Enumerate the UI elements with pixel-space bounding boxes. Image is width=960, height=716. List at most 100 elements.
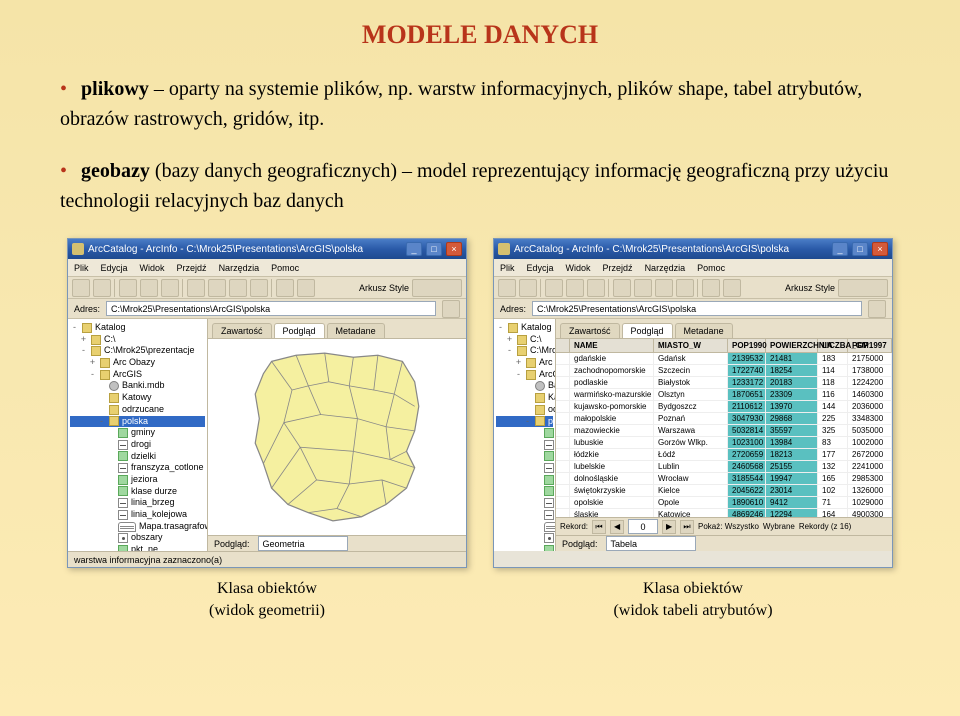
table-header-cell[interactable] bbox=[556, 339, 570, 352]
tool-button[interactable] bbox=[519, 279, 537, 297]
table-row[interactable]: świętokrzyskieKielce20456222301410213260… bbox=[556, 485, 892, 497]
prev-record-button[interactable]: ◀ bbox=[610, 520, 624, 534]
tree-item[interactable]: -ArcGIS bbox=[70, 369, 205, 381]
table-row[interactable]: lubelskieLublin2460568251551322241000 bbox=[556, 461, 892, 473]
address-input[interactable]: C:\Mrok25\Presentations\ArcGIS\polska bbox=[106, 301, 436, 316]
expand-icon[interactable]: + bbox=[505, 334, 514, 346]
last-record-button[interactable]: ⏭ bbox=[680, 520, 694, 534]
table-header-cell[interactable]: POP1990 bbox=[728, 339, 766, 352]
tree-item[interactable]: Banki.mdb bbox=[496, 380, 553, 392]
tree-item[interactable]: klase durze bbox=[496, 486, 553, 498]
table-row[interactable]: zachodnopomorskieSzczecin172274018254114… bbox=[556, 365, 892, 377]
maximize-button[interactable]: □ bbox=[426, 242, 442, 256]
tab-metadata[interactable]: Metadane bbox=[327, 323, 385, 338]
tool-button[interactable] bbox=[587, 279, 605, 297]
table-header-cell[interactable]: POWIERZCHNIA bbox=[766, 339, 818, 352]
expand-icon[interactable]: - bbox=[496, 322, 505, 334]
stylesheet-select[interactable] bbox=[412, 279, 462, 297]
table-row[interactable]: łódzkieŁódź2720659182131772672000 bbox=[556, 449, 892, 461]
tool-button[interactable] bbox=[119, 279, 137, 297]
tool-button[interactable] bbox=[498, 279, 516, 297]
menu-item[interactable]: Plik bbox=[500, 263, 515, 273]
record-input[interactable]: 0 bbox=[628, 519, 658, 534]
menu-item[interactable]: Pomoc bbox=[697, 263, 725, 273]
tree-item[interactable]: jeziora bbox=[496, 474, 553, 486]
close-button[interactable]: × bbox=[446, 242, 462, 256]
tree-item[interactable]: -ArcGIS bbox=[496, 369, 553, 381]
tree-item[interactable]: franszyza_cotlone bbox=[70, 462, 205, 474]
expand-icon[interactable]: + bbox=[79, 334, 88, 346]
table-row[interactable]: lubuskieGorzów Wlkp.10231001398483100200… bbox=[556, 437, 892, 449]
tool-button[interactable] bbox=[297, 279, 315, 297]
tree-item[interactable]: drogi bbox=[496, 439, 553, 451]
tool-button[interactable] bbox=[187, 279, 205, 297]
preview-select[interactable]: Tabela bbox=[606, 536, 696, 551]
menu-item[interactable]: Widok bbox=[566, 263, 591, 273]
tree-item[interactable]: -C:\Mrok25\prezentacje bbox=[70, 345, 205, 357]
tree-item[interactable]: -polska bbox=[70, 416, 205, 428]
tool-button[interactable] bbox=[250, 279, 268, 297]
table-row[interactable]: opolskieOpole18906109412711029000 bbox=[556, 497, 892, 509]
expand-icon[interactable]: - bbox=[505, 345, 514, 357]
tree-item[interactable]: franszyza_cotlone bbox=[496, 462, 553, 474]
table-header-cell[interactable]: MIASTO_W bbox=[654, 339, 728, 352]
tab-metadata[interactable]: Metadane bbox=[675, 323, 733, 338]
tree-item[interactable]: +C:\ bbox=[496, 334, 553, 346]
table-row[interactable]: podlaskieBiałystok1233172201831181224200 bbox=[556, 377, 892, 389]
first-record-button[interactable]: ⏮ bbox=[592, 520, 606, 534]
map-preview[interactable] bbox=[208, 339, 466, 535]
tool-button[interactable] bbox=[655, 279, 673, 297]
tab-contents[interactable]: Zawartość bbox=[560, 323, 620, 338]
tree-item[interactable]: pkt_ne bbox=[70, 544, 205, 551]
expand-icon[interactable]: + bbox=[514, 357, 523, 369]
tree-item[interactable]: drogi bbox=[70, 439, 205, 451]
maximize-button[interactable]: □ bbox=[852, 242, 868, 256]
go-button[interactable] bbox=[868, 300, 886, 318]
expand-icon[interactable]: - bbox=[514, 369, 523, 381]
catalog-tree[interactable]: -Katalog+C:\-C:\Mrok25\prezentacje+Arc O… bbox=[68, 319, 208, 551]
table-row[interactable]: warmińsko-mazurskieOlsztyn18706512330911… bbox=[556, 389, 892, 401]
table-row[interactable]: kujawsko-pomorskieBydgoszcz2110612139701… bbox=[556, 401, 892, 413]
tree-item[interactable]: Mapa.trasagrafowa bbox=[70, 521, 205, 533]
tool-button[interactable] bbox=[702, 279, 720, 297]
table-header-cell[interactable]: POP1997 bbox=[848, 339, 892, 352]
table-header-cell[interactable]: NAME bbox=[570, 339, 654, 352]
tree-item[interactable]: pkt_ne bbox=[496, 544, 553, 551]
tool-button[interactable] bbox=[723, 279, 741, 297]
tree-item[interactable]: Mapa.trasagrafowa bbox=[496, 521, 553, 533]
selected-label[interactable]: Wybrane bbox=[763, 522, 795, 531]
table-row[interactable]: gdańskieGdańsk2139532214811832175000 bbox=[556, 353, 892, 365]
menu-item[interactable]: Narzędzia bbox=[645, 263, 686, 273]
tree-item[interactable]: -polska bbox=[496, 416, 553, 428]
tree-item[interactable]: obszary bbox=[496, 532, 553, 544]
tree-item[interactable]: linia_brzeg bbox=[496, 497, 553, 509]
tree-item[interactable]: klase durze bbox=[70, 486, 205, 498]
tool-button[interactable] bbox=[208, 279, 226, 297]
catalog-tree[interactable]: -Katalog+C:\-C:\Mrok25\prezentacje+Arc O… bbox=[494, 319, 556, 551]
menu-item[interactable]: Przejdź bbox=[603, 263, 633, 273]
go-button[interactable] bbox=[442, 300, 460, 318]
tool-button[interactable] bbox=[229, 279, 247, 297]
tree-item[interactable]: Katowy bbox=[70, 392, 205, 404]
close-button[interactable]: × bbox=[872, 242, 888, 256]
tree-item[interactable]: Katowy bbox=[496, 392, 553, 404]
menu-item[interactable]: Edycja bbox=[101, 263, 128, 273]
next-record-button[interactable]: ▶ bbox=[662, 520, 676, 534]
expand-icon[interactable]: - bbox=[79, 345, 88, 357]
stylesheet-select[interactable] bbox=[838, 279, 888, 297]
expand-icon[interactable]: - bbox=[97, 416, 106, 428]
menu-item[interactable]: Plik bbox=[74, 263, 89, 273]
tab-preview[interactable]: Podgląd bbox=[274, 323, 325, 338]
tree-item[interactable]: +C:\ bbox=[70, 334, 205, 346]
tool-button[interactable] bbox=[634, 279, 652, 297]
table-header-cell[interactable]: LICZBA_GM bbox=[818, 339, 848, 352]
table-row[interactable]: mazowieckieWarszawa503281435597325503500… bbox=[556, 425, 892, 437]
tree-item[interactable]: gminy bbox=[70, 427, 205, 439]
expand-icon[interactable]: - bbox=[70, 322, 79, 334]
attribute-table[interactable]: NAMEMIASTO_WPOP1990POWIERZCHNIALICZBA_GM… bbox=[556, 339, 892, 517]
preview-select[interactable]: Geometria bbox=[258, 536, 348, 551]
tree-item[interactable]: odrzucane bbox=[70, 404, 205, 416]
tree-item[interactable]: -Katalog bbox=[70, 322, 205, 334]
tree-item[interactable]: odrzucane bbox=[496, 404, 553, 416]
tree-item[interactable]: obszary bbox=[70, 532, 205, 544]
